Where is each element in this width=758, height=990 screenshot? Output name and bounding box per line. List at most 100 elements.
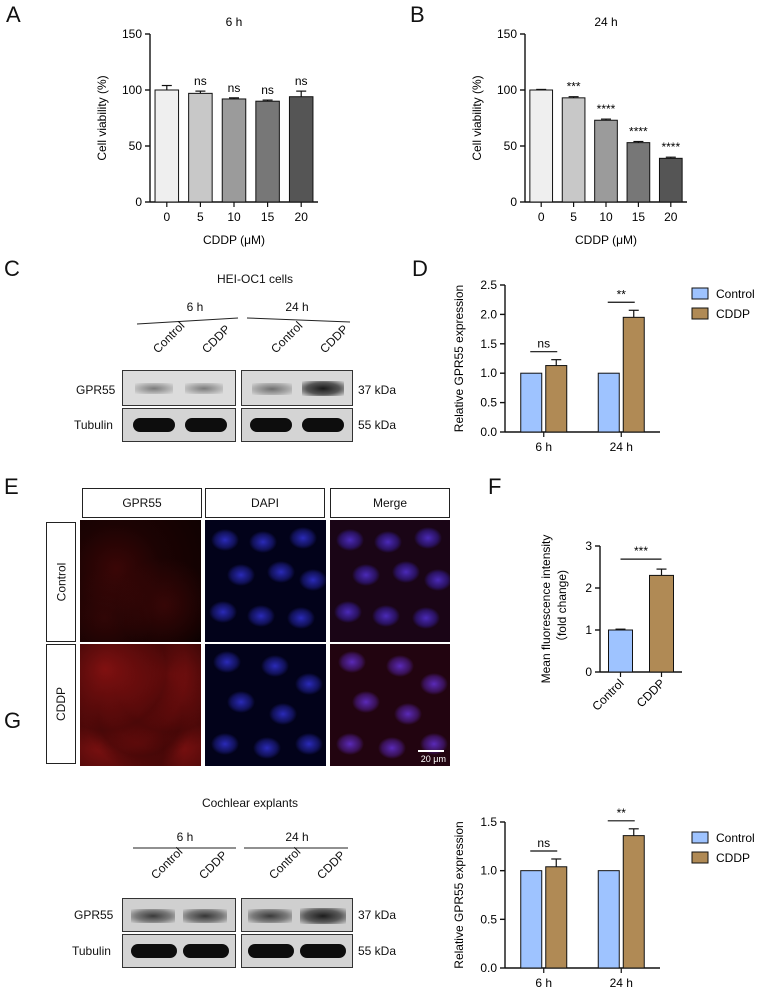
y-tick-label: 100 xyxy=(497,83,517,97)
legend-swatch xyxy=(691,831,709,844)
chart-a-viability-6h: 6 h 0 50 100 150 Cell viability (%) 0 5 ns 10 ns 15… xyxy=(95,15,318,247)
row-label-control: Control xyxy=(46,522,76,642)
panel-letter-d: D xyxy=(412,256,428,281)
western-blot-c: HEI-OC1 cells 6 h 24 h Control CDDP Cont… xyxy=(0,260,410,460)
legend-label: Control xyxy=(716,287,755,301)
blot-tubulin-6h xyxy=(122,408,236,442)
group-label-6h: 6 h xyxy=(186,300,204,314)
blot-gpr55-6h xyxy=(122,370,236,406)
x-tick-label: 10 xyxy=(227,210,241,224)
x-tick-label: 5 xyxy=(197,210,204,224)
x-tick-label: 20 xyxy=(295,210,309,224)
y-tick-label: 0 xyxy=(510,195,517,209)
y-tick-label: 0.5 xyxy=(480,912,497,926)
kda-gpr55: 37 kDa xyxy=(358,383,397,397)
bar xyxy=(520,372,543,433)
group-lines xyxy=(136,317,351,325)
x-axis-label: CDDP (μM) xyxy=(203,233,265,247)
bar xyxy=(545,866,568,969)
bar xyxy=(221,98,247,203)
bar xyxy=(529,89,554,203)
y-tick-label: 50 xyxy=(129,139,143,153)
panel-letter-b: B xyxy=(410,2,425,27)
y-axis-label: Cell viability (%) xyxy=(470,75,484,160)
y-tick-label: 1.5 xyxy=(480,815,497,829)
y-tick-label: 150 xyxy=(122,27,142,41)
chart-b-viability-24h: 24 h 0 50 100 150 Cell viability (%) 0 5 *** 10 **… xyxy=(470,15,687,247)
row-label-tubulin: Tubulin xyxy=(74,418,113,432)
bar xyxy=(545,365,568,433)
chart-h-relative-gpr55: 0.0 0.5 1.0 1.5 Relative GPR55 expression ns 6… xyxy=(452,806,755,990)
y-tick-label: 3 xyxy=(585,539,592,553)
significance-label: *** xyxy=(634,544,648,558)
x-tick-label: 15 xyxy=(261,210,275,224)
panel-letter-g: G xyxy=(4,708,22,733)
x-tick-label: 0 xyxy=(163,210,170,224)
row-label-cddp-text: CDDP xyxy=(54,686,69,722)
chart-title: 24 h xyxy=(594,15,617,29)
blot-gpr55-24h xyxy=(241,898,353,932)
x-tick-label: 15 xyxy=(632,210,646,224)
bar xyxy=(622,316,645,433)
immunofluorescence-e: GPR55 DAPI Merge Control CDDP 20 μm xyxy=(0,480,460,770)
panel-letter-f: F xyxy=(488,474,502,499)
chart-d-relative-gpr55: 0.0 0.5 1.0 1.5 2.0 2.5 Relative GPR55 express… xyxy=(452,278,755,454)
panel-letter-a: A xyxy=(6,2,21,27)
chart-title: 6 h xyxy=(226,15,243,29)
column-label-merge: Merge xyxy=(330,488,450,518)
blot-tubulin-24h xyxy=(241,934,353,968)
x-tick-label: Control xyxy=(589,676,626,713)
bar xyxy=(255,100,280,203)
y-axis-label-sub: （fold change) xyxy=(555,570,569,648)
significance-label: ** xyxy=(617,287,627,301)
y-axis-label: Cell viability (%) xyxy=(95,75,109,160)
legend-swatch xyxy=(691,307,709,320)
blot-tubulin-6h xyxy=(122,934,236,968)
blot-tubulin-24h xyxy=(241,408,353,442)
legend-label: Control xyxy=(716,831,755,845)
bar xyxy=(597,870,620,969)
micrograph-merge-control xyxy=(330,520,450,642)
x-tick-label: 5 xyxy=(570,210,577,224)
y-axis-label: Relative GPR55 expression xyxy=(452,821,466,968)
y-tick-label: 2.0 xyxy=(480,307,497,321)
y-tick-label: 0 xyxy=(135,195,142,209)
y-axis-label: Mean fluorescence intensity xyxy=(539,535,553,684)
column-label-dapi: DAPI xyxy=(205,488,325,518)
significance-label: ns xyxy=(295,74,308,88)
group-line-6h xyxy=(136,317,239,325)
bar xyxy=(594,119,618,203)
bar xyxy=(188,92,213,203)
group-lines xyxy=(133,847,348,849)
x-tick-label: 6 h xyxy=(535,440,552,454)
x-tick-label: 20 xyxy=(664,210,678,224)
significance-label: ns xyxy=(537,337,550,351)
x-tick-label: 0 xyxy=(538,210,545,224)
row-label-tubulin: Tubulin xyxy=(72,944,111,958)
blot-title: Cochlear explants xyxy=(201,796,299,810)
x-tick-label: 24 h xyxy=(610,976,633,990)
kda-tubulin: 55 kDa xyxy=(358,418,397,432)
y-tick-label: 1 xyxy=(585,623,592,637)
row-label-gpr55: GPR55 xyxy=(74,908,114,922)
bar xyxy=(626,142,651,203)
column-label-gpr55: GPR55 xyxy=(82,488,202,518)
chart-f-fluorescence: 0 1 2 3 Mean fluorescence intensity （fold cha… xyxy=(539,535,682,713)
y-tick-label: 0.5 xyxy=(480,396,497,410)
x-tick-label: CDDP xyxy=(634,676,668,710)
y-tick-label: 1.0 xyxy=(480,366,497,380)
legend-label: CDDP xyxy=(716,307,750,321)
micrograph-gpr55-control xyxy=(80,520,201,642)
significance-label: **** xyxy=(661,140,680,154)
group-line-24h xyxy=(246,317,351,323)
y-tick-label: 1.0 xyxy=(480,864,497,878)
row-label-gpr55: GPR55 xyxy=(76,383,116,397)
blot-gpr55-6h xyxy=(122,898,236,932)
legend-label: CDDP xyxy=(716,851,750,865)
x-tick-label: 10 xyxy=(599,210,613,224)
significance-label: **** xyxy=(597,102,616,116)
group-label-24h: 24 h xyxy=(285,830,309,844)
significance-label: ns xyxy=(261,83,274,97)
significance-label: ns xyxy=(537,836,550,850)
bar xyxy=(622,835,645,969)
